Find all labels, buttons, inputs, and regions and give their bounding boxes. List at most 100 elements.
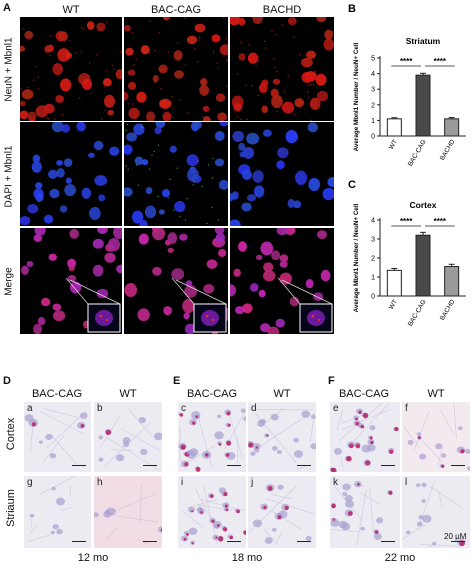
y-tick-label: 1	[371, 275, 375, 282]
micrograph-neun-bachd	[230, 17, 334, 121]
histology-g: g	[24, 476, 91, 548]
histology-i: i	[178, 476, 246, 548]
micrograph-neun-bac-cag	[124, 17, 228, 121]
panel-letter-b: B	[348, 3, 356, 15]
scale-bar	[227, 464, 241, 466]
micrograph-dapi-bac-cag	[124, 122, 228, 226]
histology-h: h	[94, 476, 162, 548]
x-tick-label: BACHD	[439, 298, 457, 321]
scale-bar	[451, 464, 465, 466]
y-tick-label: 0	[371, 134, 375, 141]
row-label-neun-mbnl1: NeuN + Mbnl1	[3, 37, 15, 102]
scale-bar	[72, 540, 86, 542]
panel-letter-a: A	[3, 2, 11, 14]
x-tick-label: BAC-CAG	[407, 299, 428, 328]
chart-title: Cortex	[410, 200, 437, 210]
histology-j: j	[248, 476, 316, 548]
histology-k: k	[330, 476, 400, 548]
subpanel-letter: b	[97, 403, 103, 414]
panel-letter-d: D	[3, 375, 11, 387]
col-label-bac-cag: BAC-CAG	[150, 4, 202, 16]
y-tick-label: 4	[371, 218, 375, 225]
subpanel-letter: k	[333, 477, 338, 488]
y-tick-label: 4	[371, 71, 375, 78]
x-tick-label: BAC-CAG	[407, 139, 428, 168]
age-label-22mo: 22 mo	[384, 552, 416, 564]
row-label-cortex: Cortex	[5, 417, 17, 451]
micrograph-merge-bac-cag	[124, 228, 228, 334]
scale-bar	[297, 540, 311, 542]
col-label-bachd: BACHD	[262, 4, 302, 16]
scale-bar	[297, 464, 311, 466]
scale-label: 20 μM	[444, 532, 467, 541]
subpanel-letter: l	[405, 477, 408, 488]
bar-bac-cag	[415, 74, 431, 137]
scale-bar	[143, 540, 157, 542]
d-col-wt: WT	[119, 388, 137, 400]
f-col-wt: WT	[427, 388, 445, 400]
y-tick-label: 1	[371, 118, 375, 125]
chart-title: Striatum	[406, 36, 441, 46]
y-tick-label: 3	[371, 87, 375, 94]
bar-bachd	[444, 266, 460, 297]
y-tick-label: 2	[371, 256, 375, 263]
bar-bachd	[444, 118, 460, 137]
y-tick-label: 3	[371, 237, 375, 244]
e-col-bac-cag: BAC-CAG	[186, 388, 238, 400]
bar-bac-cag	[415, 234, 431, 297]
significance-stars: ****	[400, 57, 413, 66]
x-tick-label: WT	[388, 138, 399, 150]
e-col-wt: WT	[273, 388, 291, 400]
scale-bar	[381, 540, 395, 542]
panel-letter-f: F	[328, 375, 335, 387]
d-col-bac-cag: BAC-CAG	[31, 388, 83, 400]
y-tick-label: 5	[371, 56, 375, 63]
significance-stars: ****	[434, 217, 447, 226]
histology-a: a	[24, 402, 91, 472]
bar-wt	[386, 269, 402, 297]
subpanel-letter: d	[251, 403, 257, 414]
row-label-dapi-mbnl1: DAPI + Mbnl1	[3, 145, 15, 208]
scale-bar	[451, 540, 465, 542]
y-tick-label: 0	[371, 294, 375, 301]
f-col-bac-cag: BAC-CAG	[338, 388, 390, 400]
age-label-12mo: 12 mo	[77, 552, 109, 564]
scale-bar	[72, 464, 86, 466]
micrograph-neun-wt	[20, 17, 122, 121]
micrograph-dapi-bachd	[230, 122, 334, 226]
panel-letter-c: C	[348, 179, 356, 191]
subpanel-letter: c	[181, 403, 186, 414]
histology-d: d	[248, 402, 316, 472]
histology-e: e	[330, 402, 400, 472]
y-tick-label: 2	[371, 102, 375, 109]
scale-bar	[227, 540, 241, 542]
row-label-striatum: Striaum	[5, 489, 17, 527]
bar-wt	[386, 118, 402, 137]
chart-cortex: C Cortex 0 1 2 3 4 Average Mbnl1 Number / NeuN+…	[348, 179, 466, 328]
row-label-merge: Merge	[3, 267, 15, 296]
y-axis-label: Average Mbnl1 Number / NeuN+ Cell	[353, 42, 360, 151]
histology-l: l	[402, 476, 470, 548]
subpanel-letter: j	[251, 477, 254, 488]
chart-striatum: B Striatum 0 1 2 3 4 5 Average Mbnl1 Number / Ne…	[348, 3, 466, 168]
micrograph-merge-bachd	[230, 228, 334, 334]
significance-stars: ****	[400, 217, 413, 226]
subpanel-letter: e	[333, 403, 339, 414]
histology-f: f	[402, 402, 470, 472]
col-label-wt: WT	[62, 4, 80, 16]
histology-b: b	[94, 402, 162, 472]
subpanel-letter: f	[405, 403, 408, 414]
subpanel-letter: i	[181, 477, 184, 488]
subpanel-letter: a	[27, 403, 33, 414]
panel-letter-e: E	[173, 375, 181, 387]
histology-c: c	[178, 402, 246, 472]
y-axis-label: Average Mbnl1 Number / NeuN+ Cell	[353, 203, 360, 312]
subpanel-letter: h	[97, 477, 103, 488]
subpanel-letter: g	[27, 477, 33, 488]
scale-bar	[381, 464, 395, 466]
micrograph-dapi-wt	[20, 122, 122, 226]
age-label-18mo: 18 mo	[231, 552, 263, 564]
scale-bar	[143, 464, 157, 466]
x-tick-label: BACHD	[439, 138, 457, 161]
micrograph-merge-wt	[20, 228, 122, 334]
